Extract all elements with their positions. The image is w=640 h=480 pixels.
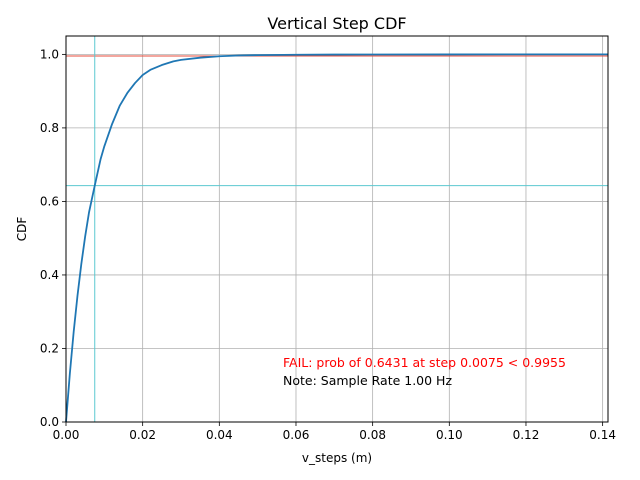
plot-frame — [65, 35, 609, 423]
x-axis-ticks: 0.00 0.02 0.04 0.06 0.08 0.10 0.12 0.14 — [53, 422, 616, 442]
y-tick-label: 0.2 — [40, 341, 59, 355]
x-tick-label: 0.12 — [513, 428, 540, 442]
plot-area — [66, 36, 608, 422]
chart-title: Vertical Step CDF — [267, 14, 406, 33]
y-tick-label: 0.0 — [40, 415, 59, 429]
fail-annotation: FAIL: prob of 0.6431 at step 0.0075 < 0.… — [283, 355, 566, 370]
x-tick-label: 0.08 — [359, 428, 386, 442]
note-annotation: Note: Sample Rate 1.00 Hz — [283, 373, 452, 388]
y-tick-label: 0.8 — [40, 121, 59, 135]
y-tick-label: 0.4 — [40, 268, 59, 282]
y-axis-label: CDF — [15, 217, 29, 242]
cdf-series-line — [65, 53, 608, 423]
y-tick-label: 1.0 — [40, 47, 59, 61]
grid-lines — [65, 36, 608, 423]
x-tick-label: 0.10 — [436, 428, 463, 442]
y-tick-label: 0.6 — [40, 194, 59, 208]
y-axis-ticks: 0.0 0.2 0.4 0.6 0.8 1.0 — [40, 47, 66, 429]
x-tick-label: 0.06 — [283, 428, 310, 442]
x-axis-label: v_steps (m) — [302, 451, 372, 465]
series-layer — [65, 53, 608, 423]
x-tick-label: 0.00 — [53, 428, 80, 442]
x-tick-label: 0.04 — [206, 428, 233, 442]
reference-lines — [66, 36, 608, 422]
x-tick-label: 0.02 — [129, 428, 156, 442]
x-tick-label: 0.14 — [589, 428, 616, 442]
